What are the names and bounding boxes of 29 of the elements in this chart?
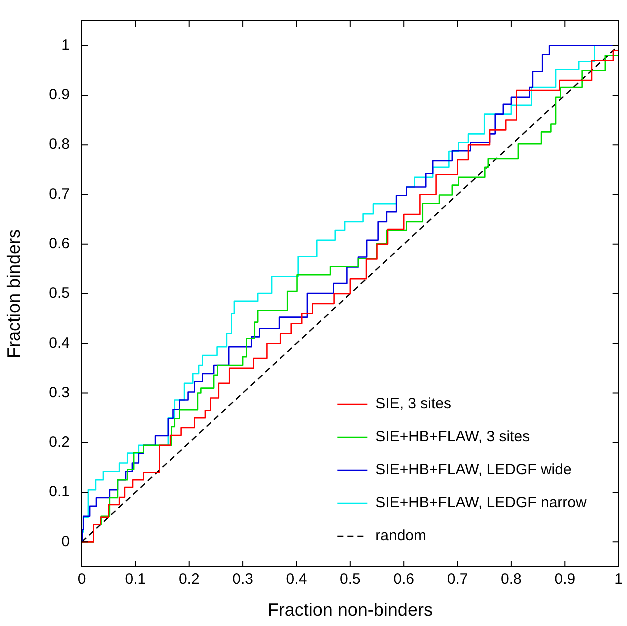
legend-label: SIE+HB+FLAW, LEDGF wide — [376, 462, 572, 479]
y-axis-title: Fraction binders — [4, 229, 24, 359]
y-tick-label: 0.3 — [49, 384, 70, 402]
y-tick-label: 0.9 — [49, 86, 70, 104]
x-tick-label: 0.7 — [447, 571, 468, 588]
y-tick-label: 0.7 — [49, 186, 70, 203]
legend-label: SIE+HB+FLAW, 3 sites — [376, 428, 530, 446]
x-tick-label: 0.4 — [286, 571, 308, 588]
x-tick-label: 0 — [78, 571, 86, 588]
y-tick-label: 1 — [62, 36, 70, 54]
y-tick-label: 0.2 — [49, 434, 70, 452]
y-tick-label: 0 — [62, 533, 70, 550]
y-tick-label: 0.5 — [49, 285, 70, 302]
y-tick-label: 0.1 — [49, 484, 70, 501]
y-tick-label: 0.6 — [49, 236, 70, 253]
y-tick-label: 0.4 — [49, 334, 70, 352]
legend-label: SIE, 3 sites — [376, 396, 452, 413]
x-tick-label: 0.1 — [125, 571, 146, 588]
x-axis-title: Fraction non-binders — [268, 600, 433, 620]
legend-label: random — [376, 528, 427, 545]
legend-label: SIE+HB+FLAW, LEDGF narrow — [376, 494, 587, 512]
x-tick-label: 0.9 — [554, 571, 576, 588]
x-tick-label: 0.5 — [340, 571, 361, 588]
x-tick-label: 0.2 — [178, 571, 200, 588]
x-tick-label: 0.8 — [501, 571, 522, 588]
x-tick-label: 0.6 — [394, 571, 415, 588]
x-tick-label: 1 — [614, 571, 623, 588]
y-tick-label: 0.8 — [49, 136, 70, 154]
x-tick-label: 0.3 — [232, 571, 254, 588]
